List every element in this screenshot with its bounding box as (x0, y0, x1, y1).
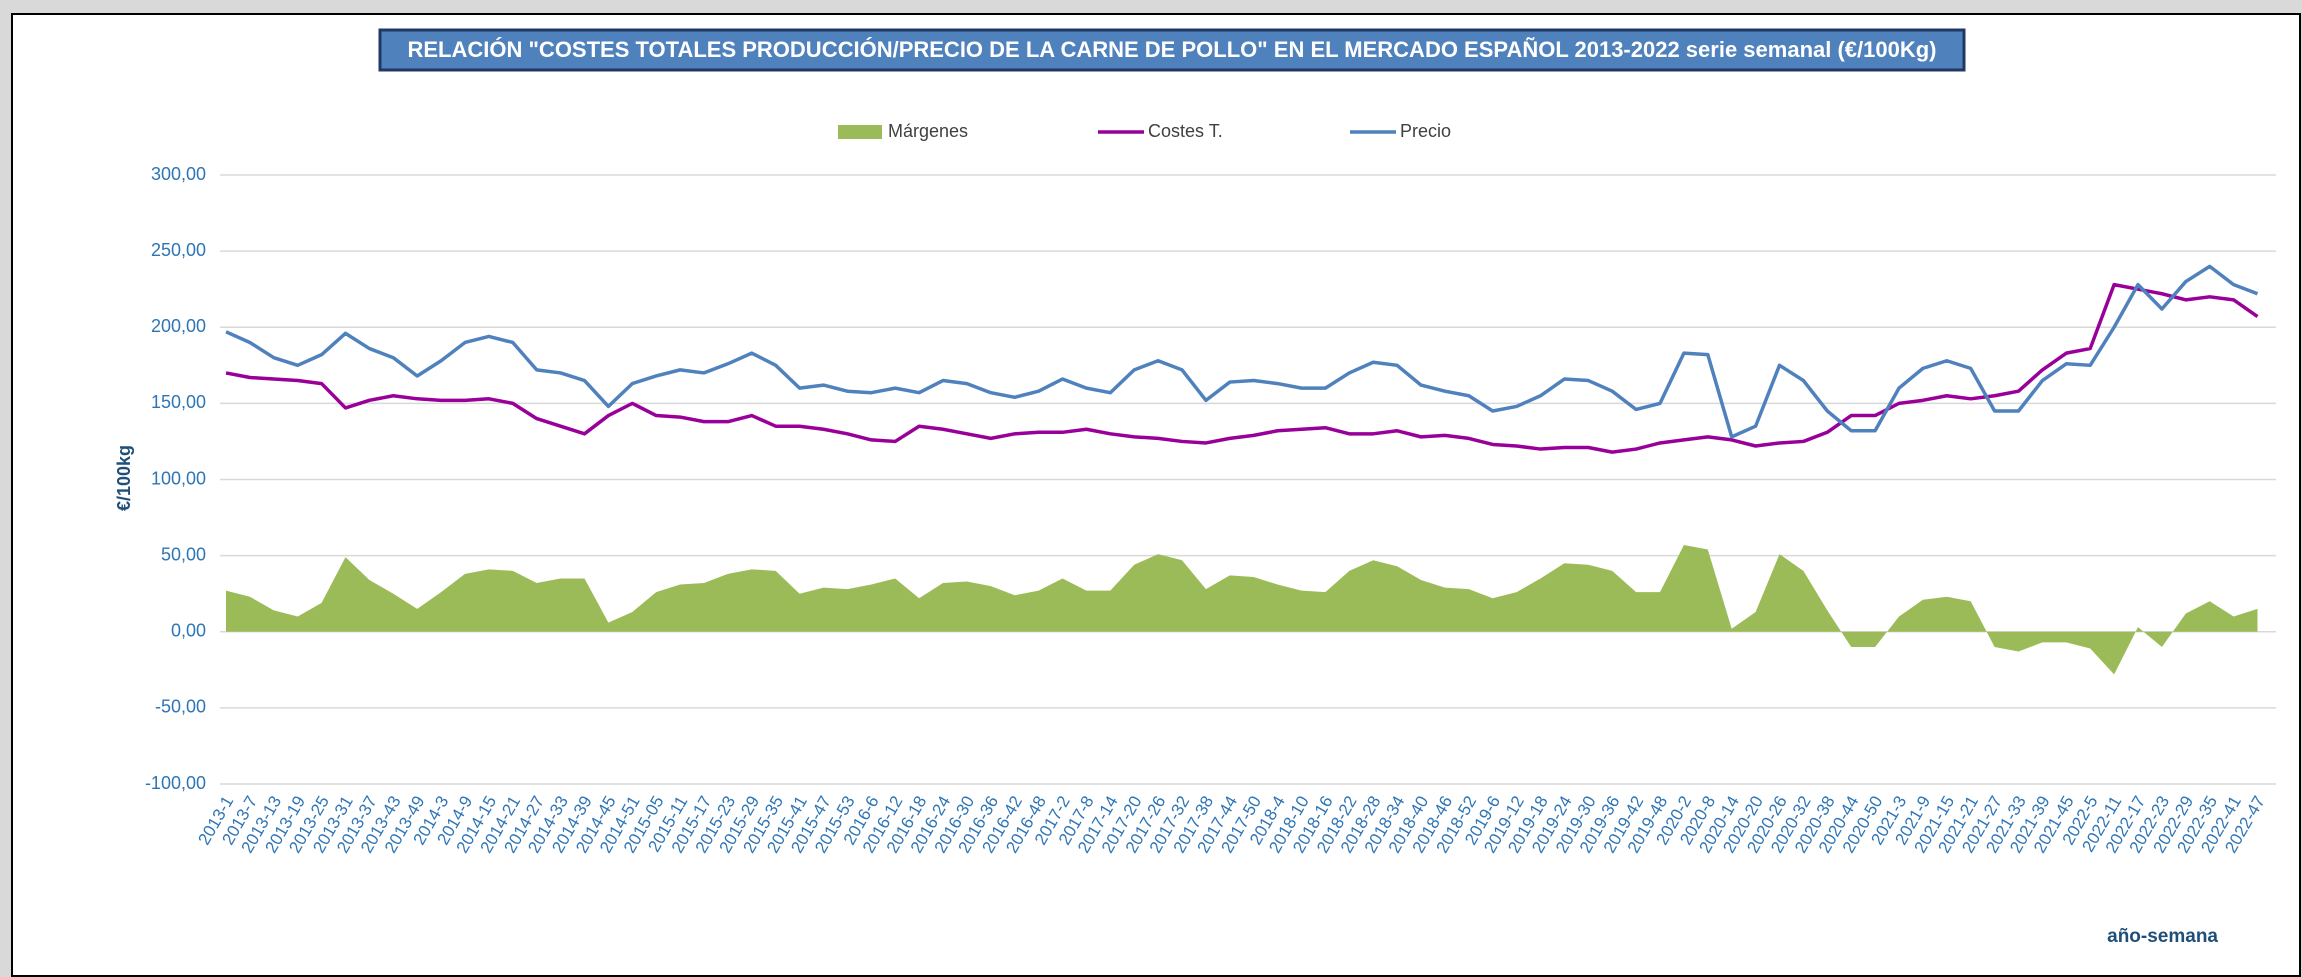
y-tick-label: 300,00 (151, 164, 206, 184)
legend-label: Precio (1400, 121, 1451, 141)
y-tick-label: 0,00 (171, 621, 206, 641)
series-line (225, 282, 2259, 454)
y-tick-label: -100,00 (145, 773, 206, 793)
y-tick-label: -50,00 (155, 697, 206, 717)
legend-label: Márgenes (888, 121, 968, 141)
chart-title: RELACIÓN "COSTES TOTALES PRODUCCIÓN/PREC… (408, 37, 1937, 62)
title-box (378, 28, 1966, 72)
x-axis-title: año-semana (2107, 926, 2218, 947)
y-tick-label: 150,00 (151, 392, 206, 412)
y-tick-label: 50,00 (161, 544, 206, 564)
series-line (225, 264, 2259, 439)
y-tick-label: 200,00 (151, 316, 206, 336)
y-axis-title: €/100kg (114, 445, 134, 511)
y-tick-label: 100,00 (151, 468, 206, 488)
legend-label: Costes T. (1148, 121, 1223, 141)
legend-swatch (838, 125, 882, 139)
margin-area (226, 544, 2258, 675)
y-tick-label: 250,00 (151, 240, 206, 260)
